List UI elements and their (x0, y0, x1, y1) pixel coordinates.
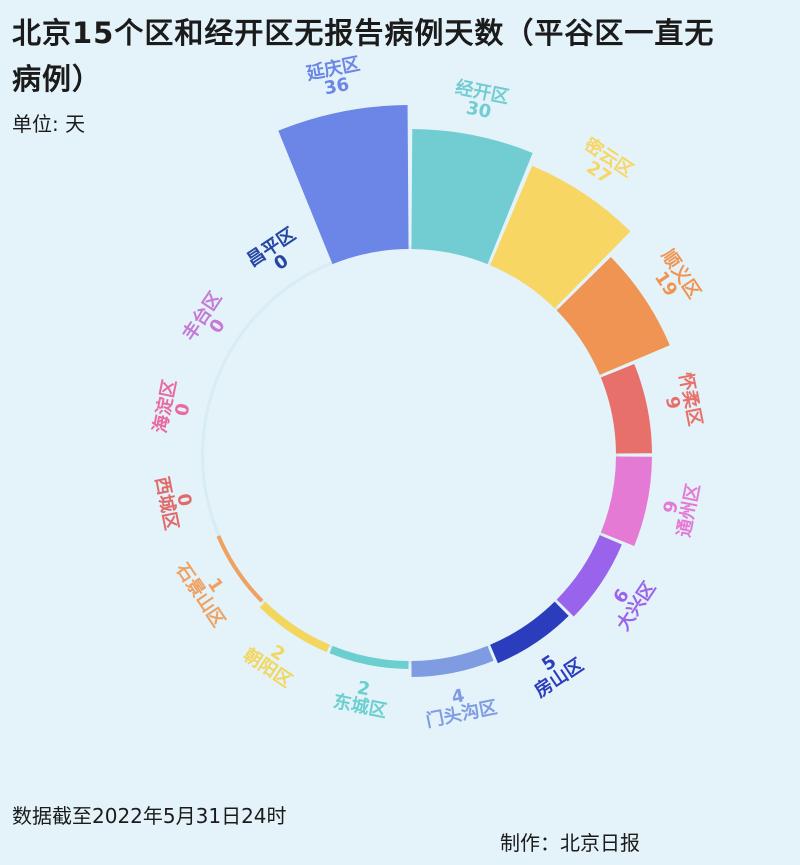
category-label: 石景山区 (171, 559, 229, 631)
value-label: 36 (322, 74, 351, 99)
bar-石景山区 (216, 535, 264, 603)
value-label: 4 (450, 685, 466, 708)
unit-label: 单位: 天 (12, 112, 86, 136)
bar-密云区 (490, 165, 631, 309)
bar-延庆区 (278, 105, 409, 265)
value-label: 0 (171, 402, 194, 418)
bar-怀柔区 (600, 363, 652, 454)
producer-credit: 制作：北京日报 (500, 831, 640, 855)
category-label: 大兴区 (612, 578, 660, 635)
value-label: 30 (464, 98, 493, 123)
chart-title: 北京15个区和经开区无报告病例天数（平谷区一直无病例） (12, 16, 715, 96)
bar-顺义区 (556, 256, 670, 375)
value-label: 0 (205, 315, 229, 337)
value-label: 0 (172, 492, 195, 508)
value-label: 0 (270, 250, 292, 274)
bar-通州区 (600, 456, 652, 547)
bar-门头沟区 (411, 645, 494, 677)
credit-blur (660, 826, 800, 860)
bar-东城区 (329, 645, 409, 669)
bar-经开区 (411, 129, 533, 265)
bar-朝阳区 (259, 601, 330, 653)
value-label: 2 (355, 677, 371, 700)
value-label: 9 (660, 499, 683, 515)
base-ring (201, 246, 619, 664)
category-label: 朝阳区 (239, 644, 296, 692)
value-label: 9 (661, 395, 684, 411)
bar-房山区 (490, 601, 569, 664)
data-date-note: 数据截至2022年5月31日24时 (12, 804, 287, 828)
bar-大兴区 (556, 535, 622, 617)
category-label: 昌平区 (243, 224, 300, 271)
